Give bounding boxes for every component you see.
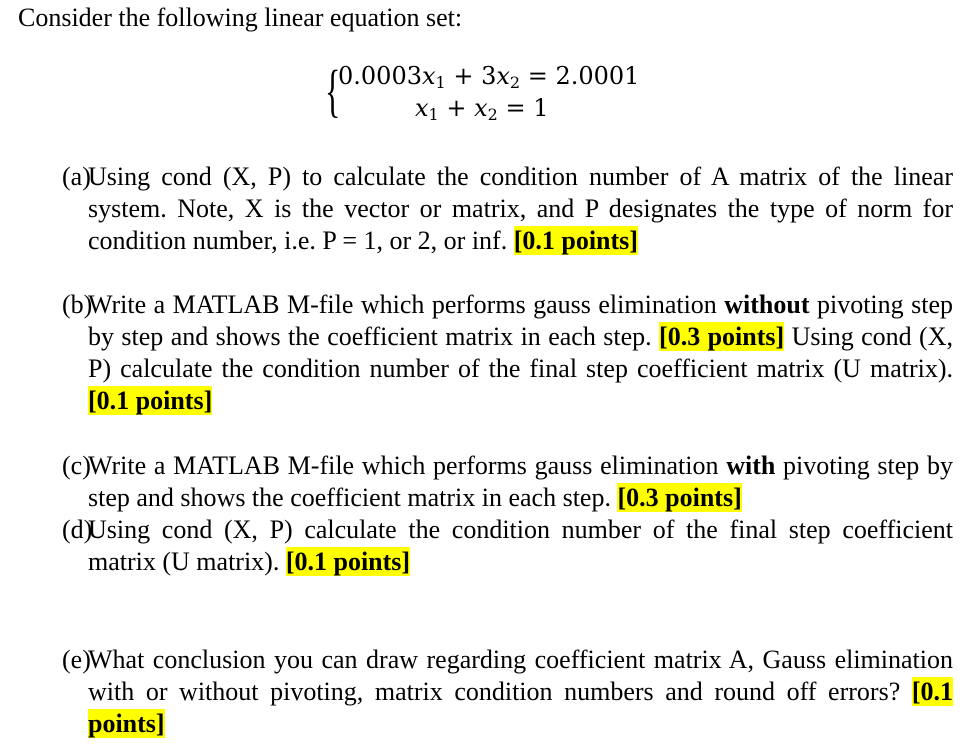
item-label: (b): [62, 290, 93, 319]
points-badge: [0.1 points]: [513, 226, 638, 255]
item-label: (c): [62, 451, 91, 480]
points-badge: [0.3 points]: [617, 483, 742, 512]
question-b: (b) Write a MATLAB M-file which performs…: [62, 289, 953, 417]
equation-row-1: 0.0003x1 + 3x2 = 2.0001: [338, 62, 640, 92]
points-badge: [0.1 points]: [285, 547, 411, 576]
question-d: (d) Using cond (X, P) calculate the cond…: [62, 514, 953, 578]
points-badge: [0.3 points]: [659, 322, 785, 351]
item-text: Write a MATLAB M-file which performs gau…: [88, 290, 725, 319]
points-badge: [0.1 points]: [88, 386, 213, 415]
item-text: Using cond (X, P) calculate the conditio…: [88, 322, 953, 383]
item-text: pivoting step by step and shows the coef…: [88, 290, 953, 351]
emphasis: without: [724, 290, 810, 319]
item-label: (d): [62, 515, 93, 544]
item-text: Using cond (X, P) to calculate the condi…: [88, 162, 953, 255]
brace: {: [325, 58, 341, 123]
question-e: (e) What conclusion you can draw regardi…: [62, 644, 953, 740]
emphasis: with: [726, 451, 776, 480]
item-text: Using cond (X, P) calculate the conditio…: [88, 515, 953, 576]
intro-text: Consider the following linear equation s…: [18, 3, 463, 32]
equation-row-2: x1 + x2 = 1: [415, 94, 549, 124]
item-text: What conclusion you can draw regarding c…: [88, 645, 953, 706]
item-label: (e): [62, 645, 91, 674]
question-a: (a) Using cond (X, P) to calculate the c…: [62, 161, 953, 257]
question-c: (c) Write a MATLAB M-file which performs…: [62, 450, 953, 514]
item-label: (a): [62, 162, 91, 191]
item-text: pivoting step by step and shows the coef…: [88, 451, 953, 512]
item-text: Write a MATLAB M-file which performs gau…: [88, 451, 727, 480]
